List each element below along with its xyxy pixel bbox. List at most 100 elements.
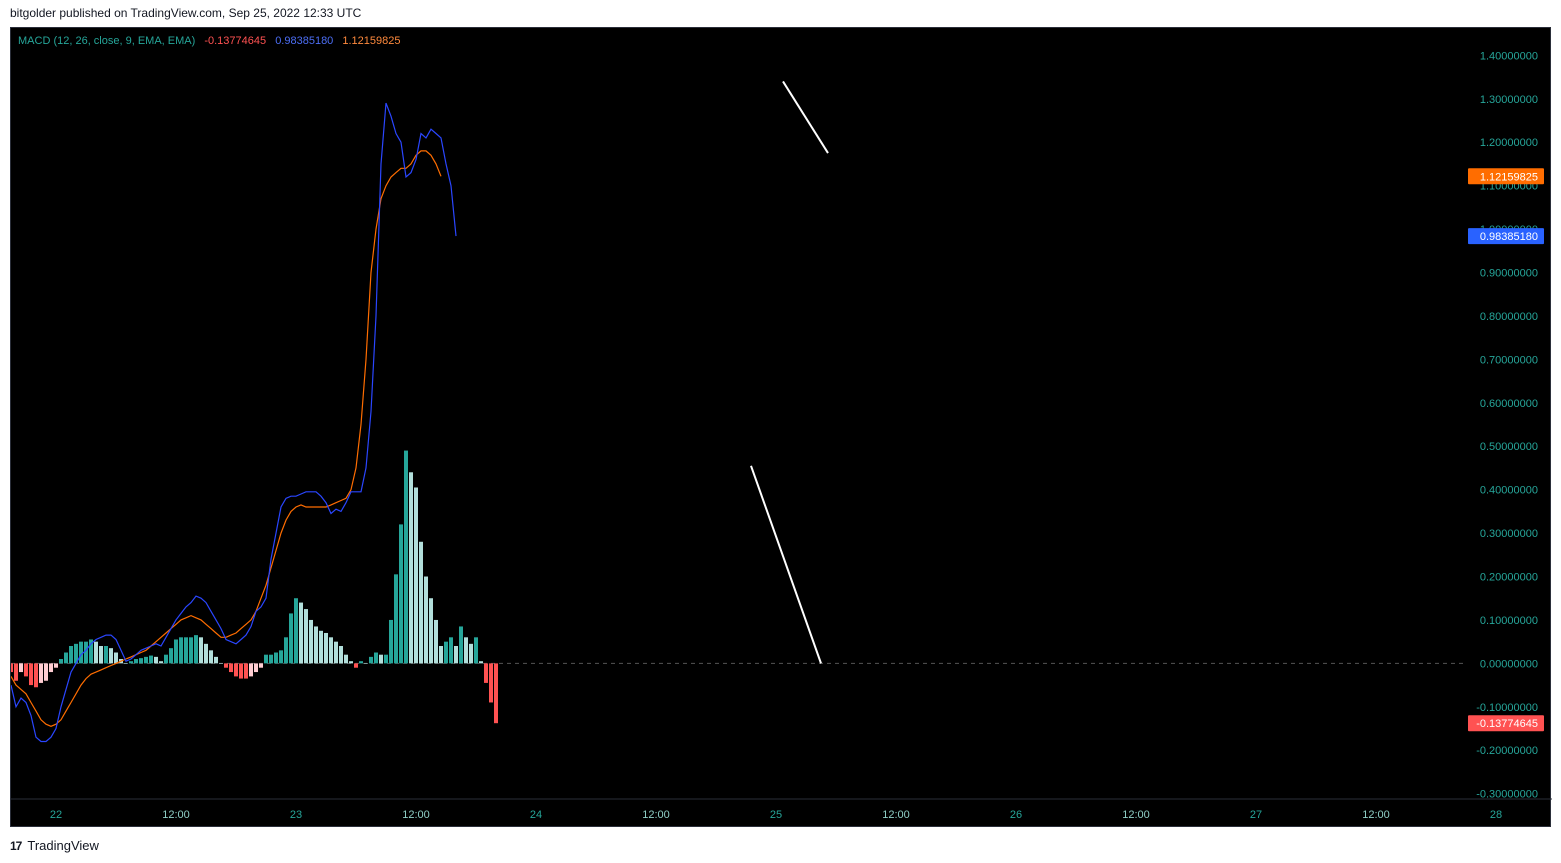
histogram-bar: [254, 663, 258, 673]
trendlines: [750, 80, 829, 664]
y-tick-label: 0.60000000: [1480, 398, 1538, 410]
y-tick-label: 0.80000000: [1480, 311, 1538, 323]
histogram-bar: [219, 663, 223, 664]
histogram-bar: [469, 643, 473, 664]
histogram-bar: [439, 646, 443, 664]
histogram-bar: [249, 663, 253, 677]
histogram-bar: [159, 661, 163, 664]
x-tick-label: 25: [770, 809, 782, 821]
histogram-bar: [124, 663, 128, 664]
histogram-bar: [224, 663, 228, 668]
histogram-bar: [429, 598, 433, 664]
histogram-bar: [11, 663, 13, 673]
y-tick-label: 1.40000000: [1480, 50, 1538, 62]
y-tick-label: 0.40000000: [1480, 485, 1538, 497]
histogram-bar: [34, 663, 38, 688]
histogram-bar: [94, 641, 98, 664]
histogram-bar: [304, 609, 308, 664]
histogram-bar: [289, 613, 293, 664]
chart-frame[interactable]: 1.40000000 1.30000000 1.20000000 1.10000000…: [10, 27, 1552, 828]
x-tick-label: 12:00: [642, 809, 670, 821]
x-tick-label: 23: [290, 809, 302, 821]
trendline[interactable]: [750, 465, 822, 664]
x-tick-label: 22: [50, 809, 62, 821]
histogram-bar: [214, 656, 218, 664]
indicator-legend[interactable]: MACD (12, 26, close, 9, EMA, EMA) -0.137…: [18, 35, 407, 47]
indicator-name: MACD (12, 26, close, 9, EMA, EMA): [18, 35, 196, 47]
histogram-bar: [329, 637, 333, 664]
y-tick-label: 0.10000000: [1480, 615, 1538, 627]
y-tick-label: 0.00000000: [1480, 658, 1538, 670]
y-tick-label: 0.30000000: [1480, 528, 1538, 540]
histogram-bar: [379, 654, 383, 664]
histogram-bar: [19, 663, 23, 673]
histogram-bar: [14, 663, 18, 681]
tradingview-footer[interactable]: 17 TradingView: [10, 838, 99, 853]
y-tick-label: 0.70000000: [1480, 354, 1538, 366]
histogram-bar: [459, 626, 463, 664]
histogram-bar: [89, 639, 93, 664]
histogram-bar: [84, 641, 88, 664]
y-tick-label: 1.20000000: [1480, 137, 1538, 149]
histogram-bar: [204, 643, 208, 664]
histogram-bar: [139, 658, 143, 664]
histogram-bar: [39, 663, 43, 683]
macd-chart[interactable]: 1.400000001.300000001.200000001.10000000…: [11, 28, 1552, 828]
y-tick-label: 0.50000000: [1480, 441, 1538, 453]
histogram-bar: [309, 619, 313, 664]
histogram-bar: [259, 663, 263, 668]
histogram-bar: [394, 574, 398, 664]
x-tick-label: 27: [1250, 809, 1262, 821]
histogram-bar: [59, 659, 63, 664]
histogram-bar: [494, 663, 498, 724]
footer-brand: TradingView: [27, 838, 99, 853]
histogram-bar: [464, 637, 468, 664]
histogram-bar: [104, 646, 108, 664]
histogram-bar: [269, 654, 273, 664]
histogram-bar: [109, 648, 113, 664]
histogram-bar: [484, 663, 488, 683]
histogram-bar: [209, 650, 213, 664]
histogram-bar: [314, 626, 318, 664]
histogram-bar: [174, 639, 178, 664]
y-tick-label: -0.10000000: [1476, 702, 1538, 714]
x-tick-label: 12:00: [1122, 809, 1150, 821]
histogram-bar: [149, 655, 153, 664]
x-axis[interactable]: 22 12:00 23 12:00 24 12:00 25 12:00 26 12:00 27 12:…: [50, 809, 1502, 821]
histogram-bar: [449, 637, 453, 664]
last-value-tag: [1468, 228, 1544, 245]
histogram-bar: [474, 637, 478, 664]
histogram-bar: [454, 646, 458, 664]
histogram-bar: [54, 663, 58, 668]
histogram-bar: [129, 661, 133, 664]
y-axis[interactable]: 1.400000001.300000001.200000001.10000000…: [1476, 50, 1538, 800]
histogram-bar: [169, 648, 173, 664]
histogram-bar: [349, 661, 353, 664]
histogram-bar: [294, 598, 298, 664]
histogram-bar: [354, 663, 358, 668]
histogram-bar: [144, 656, 148, 664]
histogram-bar: [369, 656, 373, 664]
histogram-bar: [384, 654, 388, 664]
histogram-bar: [239, 663, 243, 679]
histogram-bar: [29, 663, 33, 686]
x-tick-label: 28: [1490, 809, 1502, 821]
last-value-tag: [1468, 168, 1544, 185]
x-tick-label: 12:00: [1362, 809, 1390, 821]
x-tick-label: 26: [1010, 809, 1022, 821]
last-value-labels: 1.12159825 0.98385180 -0.13774645: [1468, 168, 1544, 732]
histogram-bar: [99, 646, 103, 664]
y-tick-label: 1.30000000: [1480, 94, 1538, 106]
histogram-bar: [389, 619, 393, 664]
x-tick-label: 12:00: [882, 809, 910, 821]
histogram-bar: [69, 646, 73, 664]
histogram-bar: [339, 646, 343, 664]
histogram-bar: [479, 661, 483, 664]
histogram-bar: [64, 652, 68, 664]
tradingview-logo-icon: 17: [10, 838, 22, 853]
histogram-bar: [414, 487, 418, 664]
histogram-bar: [279, 650, 283, 664]
trendline[interactable]: [782, 80, 829, 154]
histogram-bar: [299, 602, 303, 664]
histogram-bar: [344, 654, 348, 664]
